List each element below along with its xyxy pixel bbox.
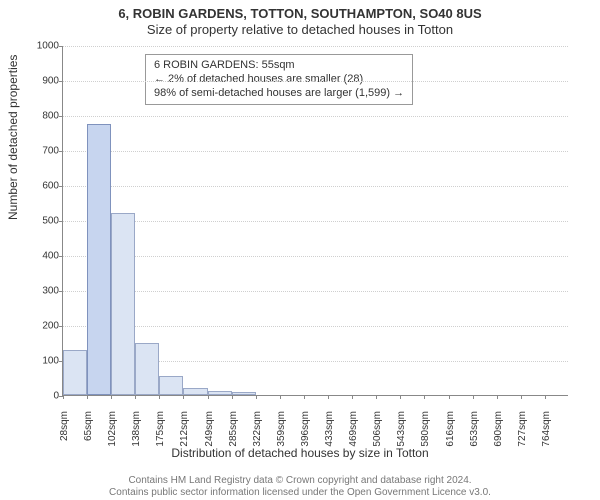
annotation-line-1: 6 ROBIN GARDENS: 55sqm — [154, 59, 404, 73]
chart-title-sub: Size of property relative to detached ho… — [0, 22, 600, 38]
y-tick-label: 300 — [29, 286, 59, 297]
x-tick-mark — [521, 395, 522, 399]
y-tick-mark — [59, 116, 63, 117]
y-tick-label: 200 — [29, 321, 59, 332]
histogram-bar — [135, 343, 159, 396]
x-tick-mark — [304, 395, 305, 399]
x-tick-mark — [135, 395, 136, 399]
gridline — [63, 81, 568, 82]
y-tick-label: 700 — [29, 146, 59, 157]
x-axis-label: Distribution of detached houses by size … — [0, 446, 600, 460]
x-tick-mark — [497, 395, 498, 399]
y-tick-mark — [59, 256, 63, 257]
x-tick-mark — [159, 395, 160, 399]
x-tick-mark — [400, 395, 401, 399]
x-tick-mark — [352, 395, 353, 399]
x-tick-mark — [328, 395, 329, 399]
histogram-bar — [87, 124, 111, 395]
histogram-bar — [63, 350, 87, 396]
footnote-line-2: Contains public sector information licen… — [0, 487, 600, 499]
y-tick-mark — [59, 81, 63, 82]
x-tick-mark — [232, 395, 233, 399]
gridline — [63, 291, 568, 292]
x-tick-mark — [256, 395, 257, 399]
x-tick-mark — [449, 395, 450, 399]
gridline — [63, 151, 568, 152]
y-tick-label: 800 — [29, 111, 59, 122]
y-tick-mark — [59, 221, 63, 222]
annotation-line-2: ← 2% of detached houses are smaller (28) — [154, 73, 404, 87]
y-tick-mark — [59, 291, 63, 292]
gridline — [63, 221, 568, 222]
x-tick-mark — [424, 395, 425, 399]
y-tick-mark — [59, 151, 63, 152]
histogram-plot: 6 ROBIN GARDENS: 55sqm ← 2% of detached … — [62, 46, 568, 396]
x-tick-mark — [280, 395, 281, 399]
gridline — [63, 326, 568, 327]
y-tick-label: 600 — [29, 181, 59, 192]
annotation-line-3: 98% of semi-detached houses are larger (… — [154, 87, 404, 101]
x-tick-mark — [545, 395, 546, 399]
gridline — [63, 46, 568, 47]
x-tick-mark — [376, 395, 377, 399]
y-tick-label: 1000 — [29, 41, 59, 52]
chart-title-main: 6, ROBIN GARDENS, TOTTON, SOUTHAMPTON, S… — [0, 6, 600, 22]
x-tick-mark — [473, 395, 474, 399]
y-axis-label: Number of detached properties — [6, 55, 20, 220]
histogram-bar — [159, 376, 183, 395]
x-tick-mark — [183, 395, 184, 399]
y-tick-mark — [59, 46, 63, 47]
histogram-bar — [208, 391, 232, 395]
gridline — [63, 186, 568, 187]
x-tick-mark — [208, 395, 209, 399]
gridline — [63, 116, 568, 117]
histogram-bar — [232, 392, 256, 395]
histogram-bar — [183, 388, 207, 395]
x-tick-mark — [87, 395, 88, 399]
y-tick-label: 500 — [29, 216, 59, 227]
x-tick-mark — [63, 395, 64, 399]
gridline — [63, 256, 568, 257]
y-tick-label: 400 — [29, 251, 59, 262]
x-tick-mark — [111, 395, 112, 399]
y-tick-mark — [59, 326, 63, 327]
y-tick-mark — [59, 186, 63, 187]
y-tick-label: 100 — [29, 356, 59, 367]
footnote: Contains HM Land Registry data © Crown c… — [0, 475, 600, 498]
y-tick-label: 0 — [29, 391, 59, 402]
y-tick-label: 900 — [29, 76, 59, 87]
histogram-bar — [111, 213, 135, 395]
annotation-box: 6 ROBIN GARDENS: 55sqm ← 2% of detached … — [145, 54, 413, 105]
footnote-line-1: Contains HM Land Registry data © Crown c… — [0, 475, 600, 487]
